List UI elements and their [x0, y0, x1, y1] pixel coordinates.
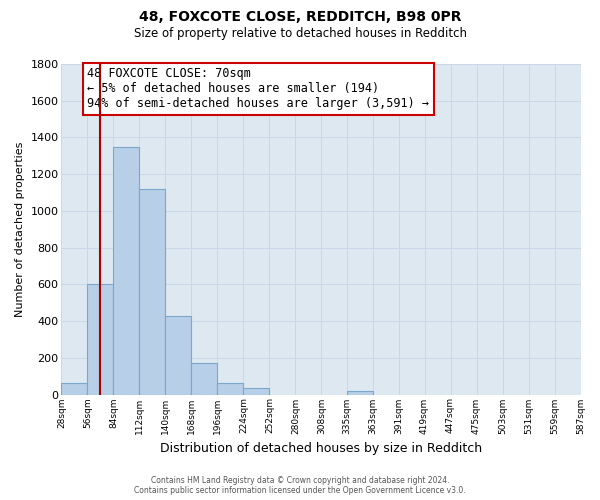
Text: Contains HM Land Registry data © Crown copyright and database right 2024.
Contai: Contains HM Land Registry data © Crown c… [134, 476, 466, 495]
Y-axis label: Number of detached properties: Number of detached properties [15, 142, 25, 317]
X-axis label: Distribution of detached houses by size in Redditch: Distribution of detached houses by size … [160, 442, 482, 455]
Bar [113, 146, 139, 394]
Text: 48 FOXCOTE CLOSE: 70sqm
← 5% of detached houses are smaller (194)
94% of semi-de: 48 FOXCOTE CLOSE: 70sqm ← 5% of detached… [88, 68, 430, 110]
Bar [191, 364, 217, 394]
Bar [217, 382, 244, 394]
Text: Size of property relative to detached houses in Redditch: Size of property relative to detached ho… [133, 28, 467, 40]
Bar [139, 189, 166, 394]
Bar [166, 316, 191, 394]
Bar [244, 388, 269, 394]
Text: 48, FOXCOTE CLOSE, REDDITCH, B98 0PR: 48, FOXCOTE CLOSE, REDDITCH, B98 0PR [139, 10, 461, 24]
Bar [88, 284, 113, 395]
Bar [61, 384, 88, 394]
Bar [347, 391, 373, 394]
